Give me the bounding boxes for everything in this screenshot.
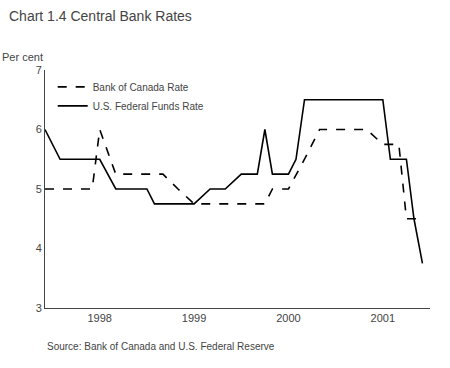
- svg-text:7: 7: [36, 64, 42, 76]
- svg-text:Bank of Canada Rate: Bank of Canada Rate: [93, 82, 189, 93]
- svg-text:U.S. Federal Funds Rate: U.S. Federal Funds Rate: [93, 101, 204, 112]
- svg-text:2000: 2000: [276, 312, 300, 324]
- svg-text:Source: Bank of Canada and U.S: Source: Bank of Canada and U.S. Federal …: [47, 341, 275, 352]
- svg-text:Chart 1.4 Central Bank Rates: Chart 1.4 Central Bank Rates: [9, 8, 192, 24]
- svg-text:5: 5: [36, 183, 42, 195]
- svg-text:Per cent: Per cent: [2, 51, 43, 63]
- svg-text:2001: 2001: [371, 312, 395, 324]
- svg-text:1998: 1998: [87, 312, 111, 324]
- svg-text:6: 6: [36, 123, 42, 135]
- svg-text:4: 4: [36, 242, 42, 254]
- svg-text:3: 3: [36, 302, 42, 314]
- svg-text:1999: 1999: [182, 312, 206, 324]
